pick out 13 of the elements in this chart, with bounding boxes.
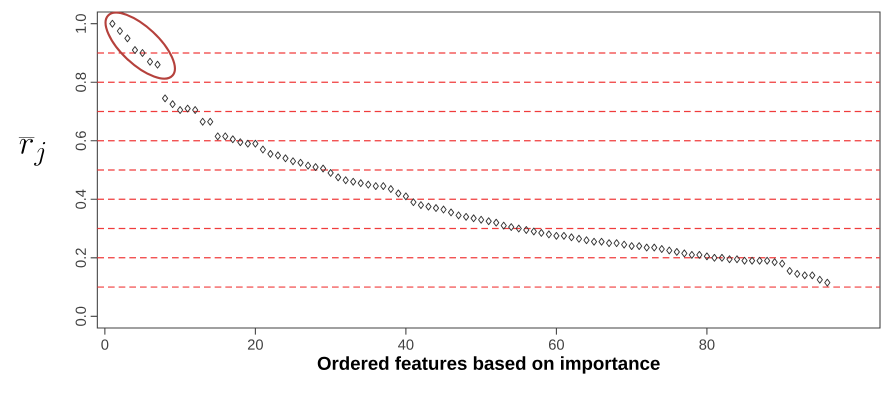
y-tick-label: 0.4 <box>76 190 86 209</box>
x-tick-label: 60 <box>548 339 564 350</box>
x-tick-label: 40 <box>398 339 414 350</box>
y-tick-label: 0.6 <box>76 131 86 150</box>
y-tick-label: 0.8 <box>76 72 86 92</box>
y-tick-label: 0.0 <box>76 306 86 326</box>
x-tick-label: 80 <box>699 339 714 350</box>
y-tick-label: 1.0 <box>76 14 86 33</box>
x-tick-label: 0 <box>101 339 108 350</box>
y-tick-label: 0.2 <box>76 248 86 268</box>
x-axis-title: Ordered features based on importance <box>318 356 660 374</box>
y-axis-title: $\overline{r}_j$ <box>18 137 46 166</box>
x-tick-label: 20 <box>248 339 263 350</box>
